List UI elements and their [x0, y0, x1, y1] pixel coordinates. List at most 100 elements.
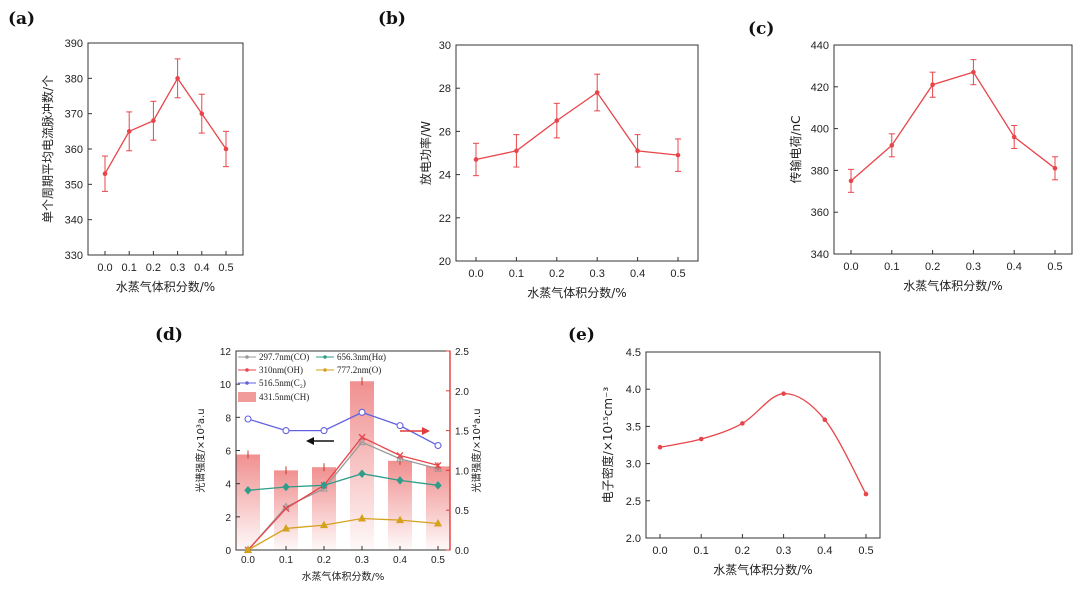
y-tick-label: 4.5 — [626, 347, 641, 359]
panel-label: (c) — [748, 19, 774, 39]
legend-label: 656.3nm(Hα) — [337, 352, 386, 362]
data-point — [434, 481, 442, 490]
y-right-tick-label: 2.0 — [455, 387, 469, 398]
data-point — [930, 82, 935, 88]
y-right-tick-label: 0.0 — [455, 546, 469, 557]
x-tick-label: 0.2 — [317, 555, 331, 566]
ch-bar-1 — [274, 470, 298, 550]
y-tick-label: 440 — [811, 40, 829, 52]
data-point — [848, 178, 854, 184]
data-point — [434, 441, 442, 450]
panel-c: (c) 340 360 380 400 420 440 0.0 0.1 0.2 0.3 0.4 0.5 水… — [748, 19, 1073, 293]
ch-bar-0 — [236, 454, 260, 550]
data-point — [740, 421, 745, 426]
legend-label: 297.7nm(CO) — [259, 352, 309, 362]
y-tick-label: 30 — [439, 40, 451, 52]
x-tick-label: 0.2 — [549, 268, 564, 280]
legend-marker — [323, 355, 327, 359]
series-line — [247, 436, 439, 551]
x-tick-label: 0.4 — [393, 555, 407, 566]
data-point — [320, 427, 328, 435]
y-axis-label: 单个周期平均电流脉冲数/个 — [40, 75, 55, 223]
y-tick-label: 22 — [439, 213, 451, 225]
x-axis-label: 水蒸气体积分数/% — [302, 570, 385, 583]
y-tick-label: 340 — [811, 249, 829, 261]
data-point — [434, 461, 442, 469]
data-point — [635, 148, 640, 154]
panel-a: (a) 330 340 350 360 370 380 390 0.0 0.1 0.2 0.3 0.4 0… — [8, 9, 244, 294]
x-tick-label: 0.0 — [97, 262, 112, 274]
y-tick-label: 2 — [225, 513, 231, 524]
right-axis-arrowhead — [422, 427, 430, 435]
y-tick-label: 400 — [811, 124, 829, 136]
data-point — [282, 505, 290, 513]
y-tick-label: 340 — [65, 215, 83, 227]
plot-frame — [833, 44, 1073, 255]
data-point — [358, 469, 366, 478]
ch-bar-2 — [312, 467, 336, 550]
data-point — [594, 90, 600, 95]
y-tick-label: 28 — [439, 83, 451, 95]
x-tick-label: 0.5 — [1047, 261, 1062, 273]
data-point — [223, 146, 229, 152]
data-point — [243, 545, 253, 553]
series-line — [659, 393, 867, 495]
x-tick-label: 0.5 — [858, 545, 873, 557]
data-point — [357, 513, 367, 522]
data-point — [433, 518, 443, 527]
x-tick-label: 0.4 — [630, 268, 645, 280]
x-tick-label: 0.0 — [241, 555, 255, 566]
data-point — [396, 454, 404, 462]
data-point — [320, 484, 328, 492]
legend-marker — [245, 381, 249, 385]
y-tick-label: 3.5 — [626, 421, 641, 433]
series-2 — [244, 408, 442, 450]
series-line — [247, 411, 439, 447]
legend-swatch — [238, 392, 256, 402]
panel-d: (d) 0 2 4 6 8 10 12 0.0 0.5 1.0 1.5 2.0 2.5 0.0 0.1 0.2 0… — [155, 325, 483, 583]
x-tick-label: 0.3 — [590, 268, 605, 280]
y-tick-label: 26 — [439, 126, 451, 138]
data-point — [698, 436, 704, 442]
legend-marker — [323, 368, 327, 372]
data-point — [358, 408, 366, 416]
y-tick-label: 0 — [225, 546, 231, 557]
data-point — [396, 452, 404, 459]
y-axis-label: 传输电荷/nC — [788, 115, 803, 183]
panel-label: (d) — [155, 325, 183, 345]
data-point — [781, 391, 786, 396]
data-point — [434, 464, 442, 472]
data-point — [126, 129, 132, 134]
data-point — [1011, 134, 1017, 140]
series-line — [247, 441, 439, 551]
panel-b: (b) 20 22 24 26 28 30 0.0 0.1 0.2 0.3 0.4 0.5 水蒸气体积分数… — [378, 9, 699, 300]
x-tick-label: 0.5 — [670, 268, 685, 280]
x-tick-label: 0.3 — [966, 261, 981, 273]
x-axis-label: 水蒸气体积分数/% — [527, 285, 626, 300]
data-point — [282, 482, 290, 492]
data-point — [199, 111, 205, 116]
series-line — [104, 77, 227, 175]
data-point — [396, 422, 404, 430]
ch-bar-4 — [388, 460, 412, 550]
x-tick-label: 0.1 — [509, 268, 524, 280]
y-tick-label: 2.5 — [626, 496, 641, 508]
x-axis-label: 水蒸气体积分数/% — [116, 279, 215, 294]
x-axis-label: 水蒸气体积分数/% — [903, 278, 1002, 293]
y-tick-label: 370 — [65, 109, 83, 121]
panel-label: (a) — [8, 9, 35, 29]
legend-label: 777.2nm(O) — [337, 365, 381, 375]
y-tick-label: 380 — [811, 165, 829, 177]
y-tick-label: 330 — [65, 250, 83, 262]
y-tick-label: 6 — [225, 447, 231, 458]
data-point — [395, 515, 405, 524]
data-point — [657, 444, 663, 450]
y-tick-label: 24 — [439, 170, 451, 182]
panel-e: (e) 2.0 2.5 3.0 3.5 4.0 4.5 0.0 0.1 0.2 0.3 0.4 0.5 水… — [568, 325, 881, 577]
y-tick-label: 360 — [65, 144, 83, 156]
y-axis-label: 放电功率/W — [418, 121, 433, 185]
x-tick-label: 0.0 — [468, 268, 483, 280]
data-point — [554, 118, 560, 123]
y-tick-label: 20 — [439, 256, 451, 268]
